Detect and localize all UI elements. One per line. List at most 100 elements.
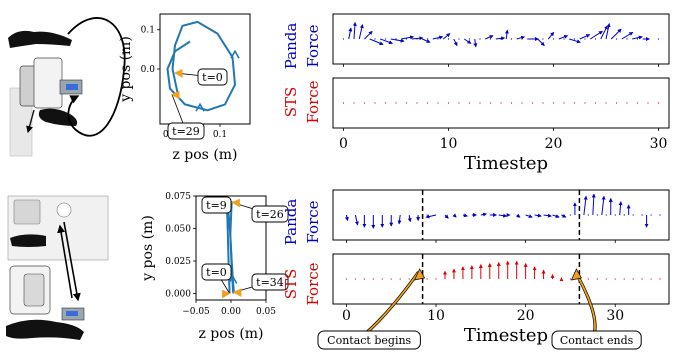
panda-force-arrow bbox=[485, 35, 494, 40]
panda-force-zero-point bbox=[632, 214, 634, 216]
trajectory-direction-arrow bbox=[195, 102, 205, 112]
sts-force-zero-point bbox=[426, 278, 428, 280]
traj-y-tick-label: 0.0 bbox=[141, 65, 156, 75]
sts-force-zero-point bbox=[468, 102, 471, 104]
panda-force-arrow bbox=[558, 34, 569, 40]
panda-force-arrow bbox=[579, 34, 591, 40]
panda-force-arrow bbox=[352, 21, 357, 40]
sts-force-zero-point bbox=[399, 278, 401, 280]
panda-force-zero-point bbox=[563, 38, 565, 40]
traj-y-axis-label: y pos (m) bbox=[118, 36, 134, 103]
event-callout-arrowhead bbox=[413, 268, 426, 281]
panda-force-zero-point bbox=[542, 38, 544, 40]
panda-force-arrow bbox=[618, 201, 623, 216]
panda-force-arrow bbox=[348, 27, 353, 40]
callout-box bbox=[251, 273, 289, 291]
panda-force-zero-point bbox=[594, 38, 597, 40]
robot-illustration-bottom bbox=[6, 195, 109, 340]
sts-force-zero-point bbox=[542, 102, 544, 104]
event-callout-arrow-outline bbox=[574, 271, 597, 333]
traj-y-tick-label: 0.050 bbox=[165, 225, 191, 235]
panda-force-arrow bbox=[552, 214, 560, 219]
callout-box bbox=[197, 68, 228, 86]
panda-force-arrow bbox=[498, 213, 508, 218]
callout-marker bbox=[170, 90, 180, 100]
trajectory-direction-arrow bbox=[230, 49, 240, 59]
panda-force-zero-point bbox=[650, 214, 652, 216]
sts-label-2: Force bbox=[304, 262, 322, 305]
panda-force-zero-point bbox=[569, 214, 572, 216]
sts-force-axes-frame bbox=[332, 77, 670, 129]
panda-force-axes-frame bbox=[332, 13, 670, 65]
traj-x-tick-label: 0.1 bbox=[213, 130, 227, 140]
panda-force-zero-point bbox=[510, 38, 513, 40]
sts-force-zero-point bbox=[363, 278, 365, 280]
panda-force-arrow bbox=[561, 213, 567, 218]
traj-x-axis-label: z pos (m) bbox=[172, 147, 237, 163]
panda-force-arrow bbox=[589, 30, 603, 40]
panda-force-arrow bbox=[425, 214, 437, 219]
panda-force-arrow bbox=[462, 213, 468, 218]
panda-force-zero-point bbox=[489, 38, 492, 40]
callout-label: t=0 bbox=[206, 266, 227, 279]
event-callout-arrow bbox=[574, 271, 596, 333]
sts-force-zero-point bbox=[405, 102, 408, 104]
panda-force-arrow bbox=[407, 214, 412, 223]
sts-force-axes-frame bbox=[332, 253, 670, 305]
panda-force-zero-point bbox=[468, 38, 471, 40]
sts-force-zero-point bbox=[500, 102, 502, 104]
panda-force-zero-point bbox=[426, 38, 429, 40]
traj-y-axis-label: y pos (m) bbox=[140, 215, 156, 282]
sts-label-1: STS bbox=[282, 269, 300, 300]
sts-force-zero-point bbox=[650, 278, 652, 280]
sts-force-zero-point bbox=[569, 278, 572, 280]
sts-force-zero-point bbox=[416, 102, 418, 104]
sts-force-zero-point bbox=[437, 102, 439, 104]
panda-force-arrow bbox=[516, 213, 521, 218]
panda-force-arrow bbox=[525, 214, 533, 219]
panda-force-arrow bbox=[600, 25, 608, 40]
panda-force-zero-point bbox=[479, 38, 481, 40]
panda-force-zero-point bbox=[641, 214, 643, 216]
event-callout-box bbox=[551, 330, 642, 350]
panda-force-zero-point bbox=[623, 214, 625, 216]
sts-force-zero-point bbox=[659, 278, 661, 280]
trajectory-direction-arrow bbox=[228, 274, 238, 284]
panda-force-arrow bbox=[422, 38, 431, 43]
panda-force-arrow bbox=[397, 214, 402, 225]
panda-force-zero-point bbox=[596, 214, 598, 216]
callout-label: t=0 bbox=[202, 71, 223, 84]
callout-label: t=29 bbox=[172, 125, 200, 138]
panda-force-zero-point bbox=[447, 38, 450, 40]
panda-force-arrow bbox=[543, 213, 552, 218]
sts-force-zero-point bbox=[381, 278, 383, 280]
sts-force-zero-point bbox=[390, 278, 392, 280]
panda-force-arrow bbox=[504, 29, 509, 40]
timeline-x-tick-label: 0 bbox=[342, 308, 351, 324]
event-callout-label: Contact begins bbox=[327, 334, 411, 347]
panda-force-zero-point bbox=[426, 214, 428, 216]
panda-force-zero-point bbox=[659, 214, 661, 216]
sts-force-zero-point bbox=[626, 102, 628, 104]
sts-force-zero-point bbox=[594, 102, 597, 104]
sts-force-zero-point bbox=[584, 102, 586, 104]
event-callout-label: Contact ends bbox=[560, 334, 634, 347]
panda-force-arrow bbox=[537, 38, 545, 47]
panda-force-zero-point bbox=[573, 38, 576, 40]
panda-force-arrow bbox=[344, 214, 349, 222]
sts-force-zero-point bbox=[342, 102, 345, 104]
event-callout-arrow bbox=[366, 271, 420, 333]
panda-force-zero-point bbox=[521, 38, 523, 40]
sts-force-zero-point bbox=[408, 278, 410, 280]
callout-box bbox=[201, 196, 232, 214]
sts-force-zero-point bbox=[596, 278, 598, 280]
sts-force-zero-point bbox=[345, 278, 348, 280]
timeline-x-axis-label: Timestep bbox=[464, 153, 548, 174]
sts-force-zero-point bbox=[353, 102, 355, 104]
callout-marker bbox=[231, 198, 240, 208]
callout-box bbox=[167, 122, 205, 140]
panda-force-zero-point bbox=[405, 38, 408, 40]
traj-y-tick-label: 0.000 bbox=[165, 290, 191, 300]
callout-label: t=34 bbox=[256, 276, 284, 289]
